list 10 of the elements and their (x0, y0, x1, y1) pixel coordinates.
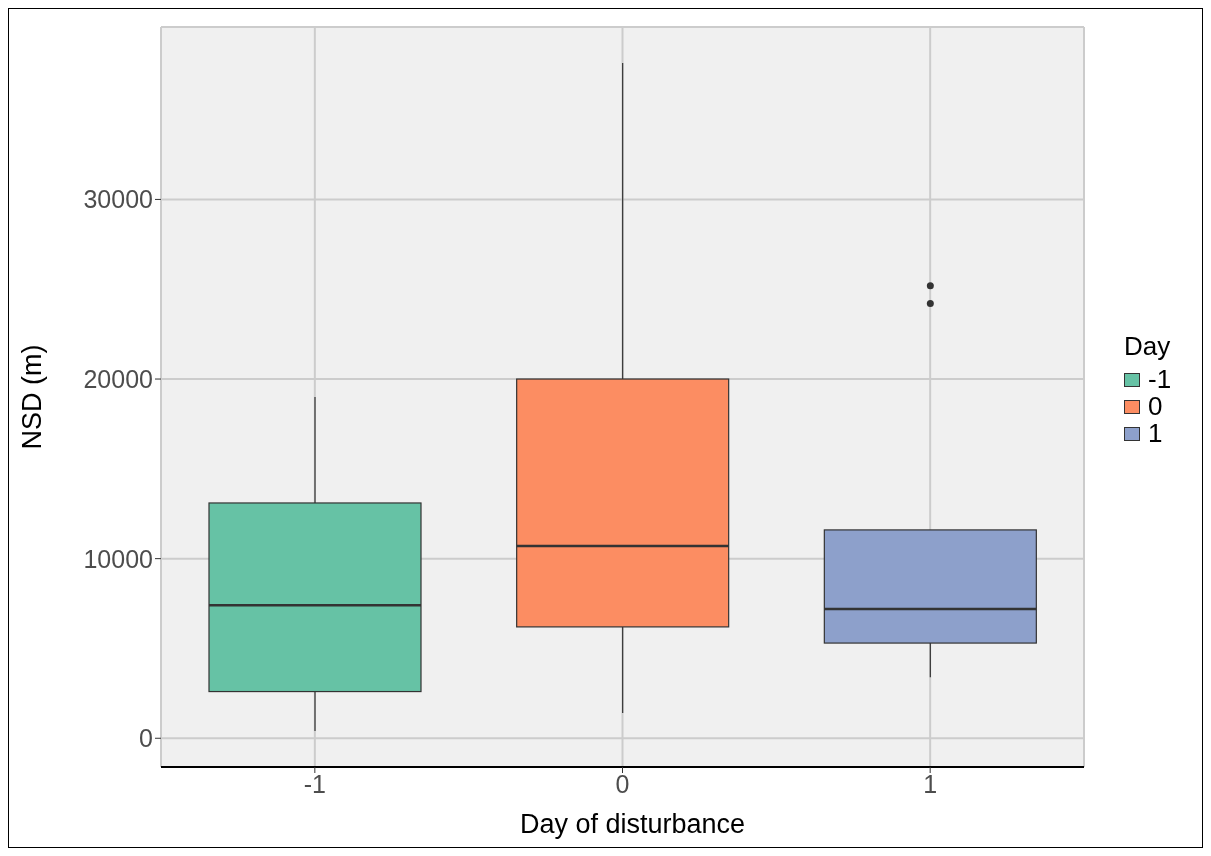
x-tick-label: 1 (923, 769, 938, 798)
y-axis-title: NSD (m) (16, 344, 47, 450)
y-tick-label: 30000 (83, 185, 153, 214)
y-tick-label: 20000 (83, 364, 153, 393)
legend-title: Day (1124, 331, 1172, 362)
x-tick-label: -1 (303, 769, 326, 798)
y-tick-label: 10000 (83, 544, 153, 573)
x-axis-title: Day of disturbance (518, 809, 747, 840)
y-tick-label: 0 (139, 724, 153, 753)
x-tick-label: 0 (615, 769, 630, 798)
